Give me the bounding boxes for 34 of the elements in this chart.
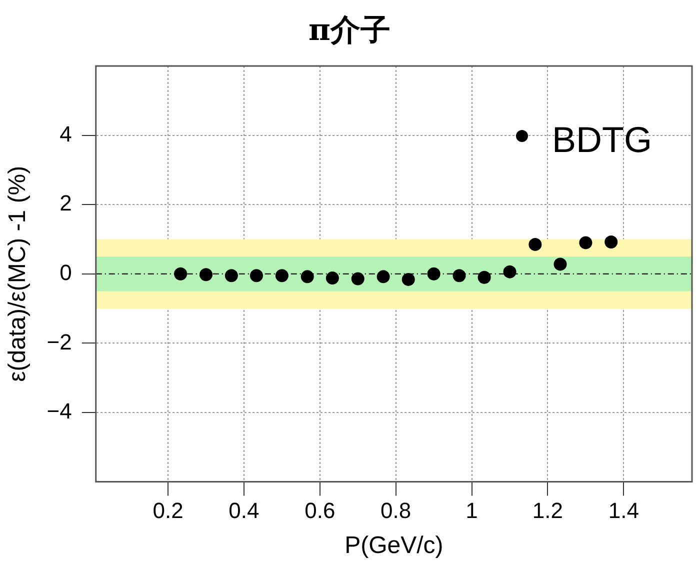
point: [351, 272, 364, 286]
point: [528, 238, 542, 251]
point: [427, 267, 440, 280]
point: [326, 272, 339, 285]
point: [402, 272, 415, 286]
x-axis-title: P(GeV/c): [344, 532, 444, 560]
point: [579, 236, 592, 250]
chart-title: π介子: [308, 12, 390, 48]
point: [503, 265, 516, 278]
x-tick-label: 0.8: [380, 498, 412, 524]
x-tick-label: 1.2: [532, 498, 564, 524]
x-tick-label: 1.4: [608, 498, 639, 524]
x-tick-label: 0.2: [152, 498, 184, 524]
point: [300, 270, 314, 284]
point: [554, 258, 567, 271]
point: [174, 267, 188, 280]
y-tick-label: 0: [60, 260, 72, 285]
point: [275, 269, 288, 282]
point: [604, 236, 618, 249]
y-axis-title: ε(data)/ε(MC) -1 (%): [4, 166, 32, 382]
point: [452, 269, 466, 282]
point: [250, 269, 263, 282]
point: [199, 268, 212, 282]
point: [478, 270, 491, 284]
y-tick-label: −4: [46, 398, 72, 424]
legend-label: BDTG: [552, 118, 652, 160]
point: [376, 270, 390, 284]
y-tick-label: 4: [60, 121, 72, 146]
y-tick-label: −2: [46, 329, 72, 354]
y-tick-label: 2: [60, 190, 72, 216]
point: [224, 269, 238, 282]
x-tick-label: 1: [466, 498, 478, 524]
x-tick-label: 0.6: [304, 498, 336, 524]
x-tick-label: 0.4: [228, 498, 260, 524]
